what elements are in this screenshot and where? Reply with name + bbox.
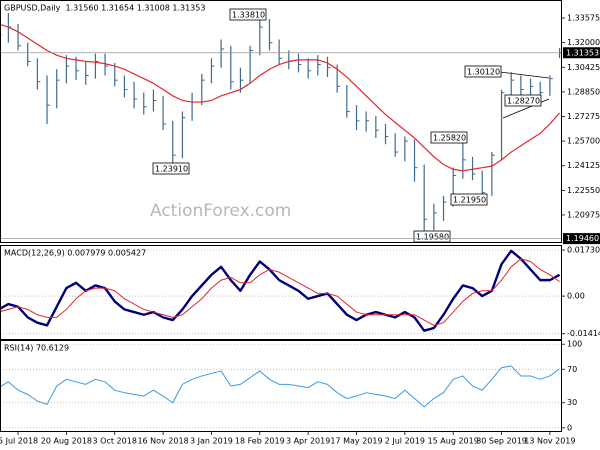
annotation: 1.28270 [507,96,540,105]
y-tick-label: 1.25700 [567,137,600,146]
series-line [0,365,560,408]
x-tick-label: 30 Sep 2019 [476,437,527,446]
annotation-box [504,94,542,107]
panel [0,249,562,335]
price-label: 1.19460 [566,234,599,243]
x-tick-label: 18 Feb 2019 [235,437,285,446]
x-tick-label: 13 Nov 2019 [524,437,575,446]
annotation: 1.21950 [453,195,486,204]
panel-border [0,340,562,432]
series-line [0,249,561,332]
x-tick-label: 3 Oct 2018 [93,437,137,446]
y-tick-label: 1.20975 [567,210,600,219]
series-line [0,258,560,326]
moving-average [0,23,561,172]
annotation: 1.19580 [416,232,449,241]
y-tick-label: 0.00 [567,292,585,301]
y-tick-label: 0 [567,423,572,432]
y-tick-label: 1.28850 [567,87,600,96]
x-tick-label: 15 Aug 2019 [428,437,479,446]
y-tick-label: 1.27275 [567,112,600,121]
panel-title: MACD(12,26,9) 0.007979 0.005427 [4,249,146,258]
y-tick-label: 1.33575 [567,14,600,23]
watermark: ActionForex.com [150,201,291,221]
x-tick-label: 20 Aug 2018 [41,437,92,446]
x-tick-label: 16 Nov 2018 [137,437,188,446]
annotation-box [464,65,502,78]
y-tick-label: 1.30425 [567,63,600,72]
panel-border [0,245,562,340]
y-tick-label: 70 [567,365,577,374]
price-label: 1.31353 [566,48,599,57]
price-label-box [563,233,600,245]
x-tick-label: 5 Jul 2018 [0,437,38,446]
x-tick-label: 2 Jul 2019 [385,437,425,446]
annotation-box [450,193,488,206]
y-tick-label: 100 [567,340,582,349]
x-tick-label: 3 Apr 2019 [286,437,330,446]
y-tick-label: 30 [567,398,577,407]
price-label-box [563,47,600,59]
annotation-box [229,8,267,21]
y-tick-label: 1.24125 [567,161,600,170]
x-tick-label: 3 Jan 2019 [190,437,233,446]
annotation-box [152,162,190,175]
triangle-upper [499,71,550,79]
y-tick-label: -0.014148 [567,329,600,338]
y-tick-label: 0.017302 [567,246,600,255]
panel-title: GBPUSD,Daily 1.31560 1.31654 1.31008 1.3… [4,4,205,13]
panel: ActionForex.com 1.33810 1.23910 1.25820 1.21… [0,8,562,243]
panel [0,343,562,429]
panel-title: RSI(14) 70.6129 [4,344,69,353]
x-tick-label: 17 May 2019 [330,437,382,446]
panel-border [0,0,562,243]
y-tick-label: 1.22550 [567,186,600,195]
annotation: 1.30120 [467,67,500,76]
annotation: 1.25820 [433,133,466,142]
annotation-box [430,131,468,144]
annotation: 1.23910 [155,164,188,173]
y-tick-label: 1.32000 [567,38,600,47]
annotation: 1.33810 [232,10,265,19]
